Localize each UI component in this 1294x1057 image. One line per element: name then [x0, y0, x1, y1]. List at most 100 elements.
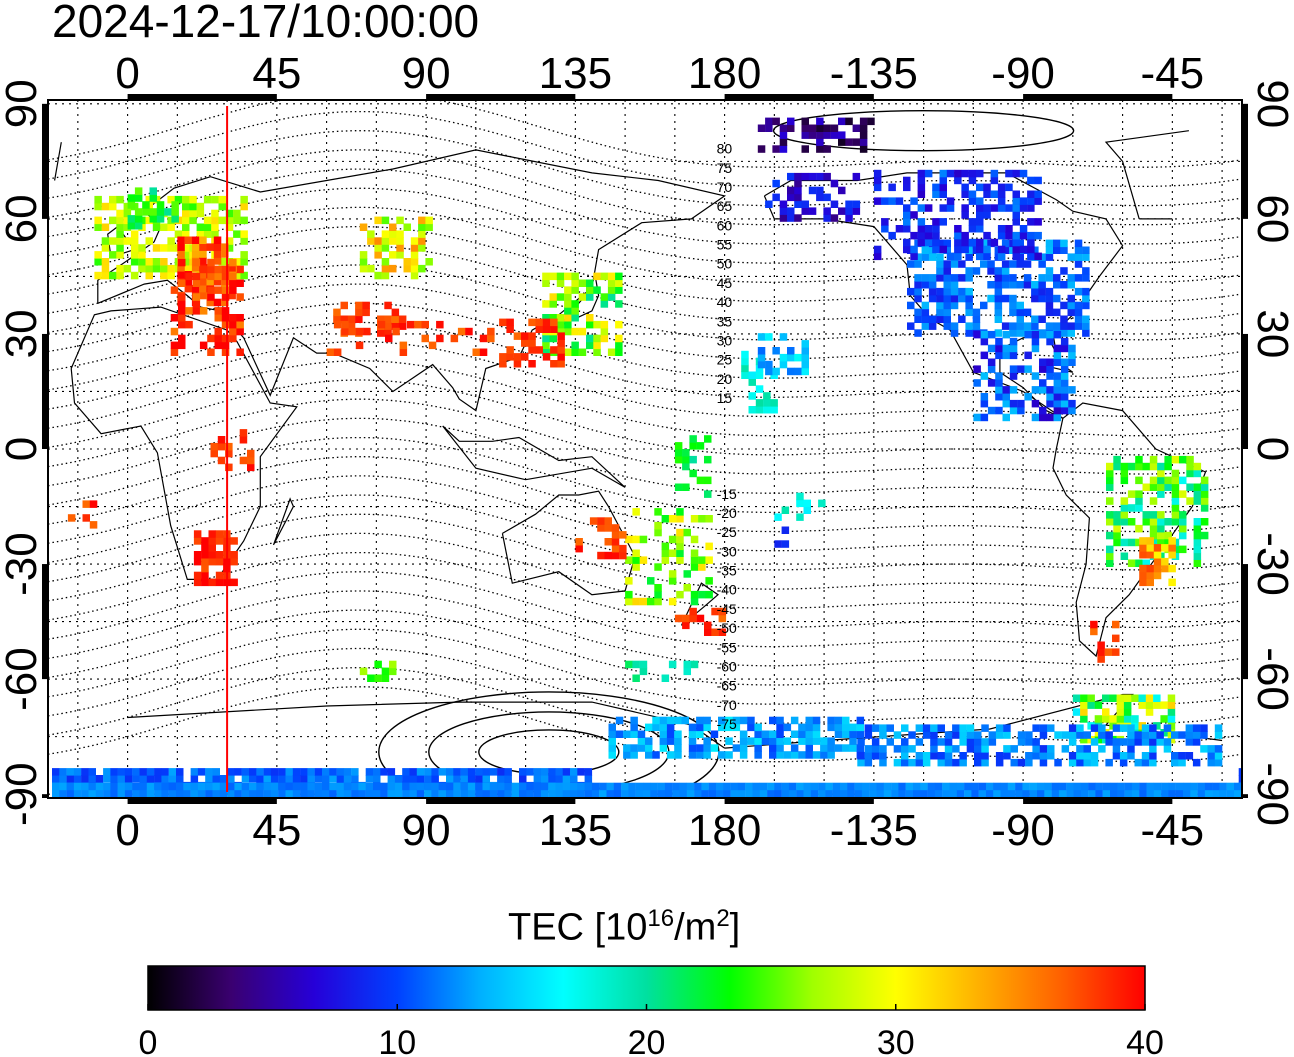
tec-cell [1022, 782, 1030, 791]
tec-cell [825, 789, 833, 798]
tec-cell [997, 183, 1006, 192]
tec-cell [958, 274, 966, 282]
tec-cell [497, 782, 505, 791]
tec-cell [964, 782, 972, 791]
tec-cell [555, 789, 563, 798]
tec-cell [1031, 330, 1040, 339]
tec-cell [972, 308, 981, 317]
tec-cell [562, 789, 571, 798]
scale-bar-left [42, 333, 48, 449]
tec-cell [373, 782, 381, 791]
tec-cell [600, 334, 609, 343]
tec-cell [239, 456, 248, 465]
tec-cell [1009, 399, 1018, 408]
tec-cell [343, 775, 352, 783]
tec-cell [845, 200, 853, 208]
tec-cell [710, 744, 719, 752]
tec-cell [698, 556, 706, 564]
tec-cell [898, 782, 906, 791]
tec-cell [586, 286, 594, 294]
tec-cell [229, 258, 237, 267]
contour-line [48, 379, 1242, 456]
tec-cell [542, 353, 551, 361]
tec-cell [783, 723, 792, 732]
tec-cell [856, 716, 865, 725]
tec-cell [928, 281, 937, 289]
tec-cell [1031, 344, 1040, 353]
tec-cell [820, 744, 828, 752]
tec-cell [1094, 735, 1103, 744]
tec-cell [943, 315, 951, 323]
tec-cell [1135, 504, 1143, 512]
tec-cell [632, 535, 640, 544]
tec-cell [903, 204, 911, 212]
tec-cell [954, 238, 962, 247]
tec-cell [145, 237, 153, 245]
tec-cell [1192, 724, 1201, 732]
tec-cell [1156, 738, 1164, 746]
tec-cell [871, 752, 880, 760]
contour-label: -55 [717, 639, 737, 655]
scale-bar-bottom [724, 798, 874, 804]
tec-cell [109, 251, 117, 259]
tec-cell [1019, 197, 1028, 205]
tec-cell [917, 225, 926, 233]
tec-cell [921, 246, 930, 254]
tec-cell [214, 314, 222, 322]
tec-cell [990, 238, 999, 247]
tec-cell [783, 751, 792, 759]
tec-cell [1067, 281, 1075, 289]
tec-cell [661, 549, 670, 557]
lat-tick-label-left: 90 [0, 79, 46, 128]
tec-cell [1193, 538, 1202, 547]
tec-cell [1053, 344, 1062, 353]
tec-cell [1000, 782, 1008, 791]
tec-cell [703, 723, 711, 732]
lon-tick-label-top: -45 [1141, 49, 1205, 98]
tec-cell [1112, 620, 1120, 629]
tec-cell [192, 258, 201, 267]
tec-cell [980, 239, 988, 248]
tec-cell [1066, 782, 1074, 791]
tec-cell [1200, 745, 1208, 753]
tec-cell [177, 264, 185, 272]
tec-cell [954, 176, 962, 185]
tec-cell [570, 775, 578, 783]
tec-cell [1061, 745, 1070, 753]
tec-cell [1112, 752, 1121, 760]
scale-bar-left [42, 794, 48, 798]
tec-cell [1007, 782, 1016, 791]
tec-cell [966, 724, 975, 732]
tec-cell [859, 117, 868, 126]
tec-cell [725, 723, 733, 732]
tec-cell [690, 563, 699, 571]
lat-tick-label-right: 60 [1248, 194, 1294, 243]
tec-cell [694, 789, 702, 798]
tec-cell [698, 590, 706, 599]
tec-cell [1001, 260, 1010, 268]
colorbar-title-close: ] [729, 906, 741, 949]
tec-cell [333, 315, 341, 323]
tec-cell [611, 544, 620, 553]
tec-cell [993, 789, 1001, 798]
scale-bar-top [1023, 94, 1173, 100]
tec-cell [1053, 330, 1062, 339]
tec-cell [1017, 399, 1025, 408]
tec-cell [201, 578, 209, 587]
tec-cell [199, 250, 207, 258]
tec-cell [89, 500, 98, 508]
tec-cell [1179, 490, 1187, 498]
tec-cell [300, 782, 308, 791]
tec-cell [479, 334, 488, 343]
tec-cell [94, 271, 102, 280]
tec-cell [765, 333, 773, 341]
lat-tick-label-right: -30 [1248, 532, 1294, 596]
tec-cell [790, 751, 799, 759]
tec-cell [278, 768, 286, 776]
tec-cell [116, 264, 124, 273]
tec-cell [1083, 731, 1091, 739]
tec-cell [755, 399, 764, 407]
tec-cell [810, 789, 819, 798]
tec-cell [1212, 789, 1220, 798]
tec-cell [101, 223, 110, 231]
